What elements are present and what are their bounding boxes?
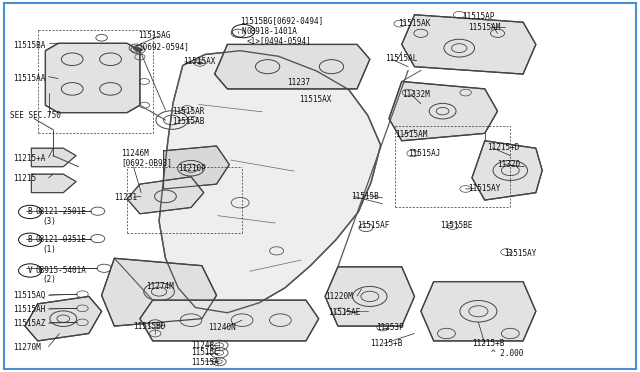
Text: 11210P: 11210P <box>178 164 206 173</box>
Polygon shape <box>31 148 76 167</box>
Polygon shape <box>472 141 542 200</box>
Polygon shape <box>159 51 381 313</box>
Text: 11215+B: 11215+B <box>370 339 402 348</box>
Text: 11515AY: 11515AY <box>468 184 500 193</box>
Text: 11515C: 11515C <box>191 348 219 357</box>
Text: B: B <box>28 208 33 217</box>
Polygon shape <box>31 174 76 193</box>
Text: 11515AM: 11515AM <box>468 23 500 32</box>
Text: 11515BE: 11515BE <box>440 221 472 230</box>
Text: 11515AX: 11515AX <box>182 57 215 66</box>
Text: 11215: 11215 <box>13 174 36 183</box>
Circle shape <box>197 61 202 64</box>
Text: 11274M: 11274M <box>147 282 174 291</box>
Text: 11515AL: 11515AL <box>385 54 417 63</box>
Text: 11515B: 11515B <box>351 192 378 201</box>
Text: SEE SEC.750: SEE SEC.750 <box>10 111 61 120</box>
Text: 11215+B: 11215+B <box>472 339 504 348</box>
Text: 11515AH: 11515AH <box>13 305 46 314</box>
Text: 0B915-5401A: 0B915-5401A <box>36 266 86 275</box>
Text: 11215+D: 11215+D <box>487 143 520 152</box>
Polygon shape <box>45 43 140 113</box>
Text: 11515AE: 11515AE <box>328 308 360 317</box>
Text: 11515AK: 11515AK <box>398 19 430 28</box>
Text: 11240N: 11240N <box>208 323 236 332</box>
Text: 11515A: 11515A <box>191 357 219 366</box>
Text: 11237: 11237 <box>287 78 310 87</box>
Text: 11515BG[0692-0494]: 11515BG[0692-0494] <box>240 17 323 26</box>
Text: 11332M: 11332M <box>402 90 429 99</box>
Polygon shape <box>325 267 415 326</box>
Text: [0692-0B93]: [0692-0B93] <box>121 158 172 167</box>
Polygon shape <box>214 44 370 89</box>
Text: 08918-1401A: 08918-1401A <box>246 26 298 36</box>
Text: 11231: 11231 <box>115 193 138 202</box>
Text: 08121-0351E: 08121-0351E <box>36 235 86 244</box>
Text: (3): (3) <box>42 217 56 226</box>
Text: 11515AY: 11515AY <box>504 249 536 258</box>
Text: N: N <box>241 26 246 36</box>
Text: <1>[0494-0594]: <1>[0494-0594] <box>246 36 311 45</box>
Text: 11515AB: 11515AB <box>172 117 204 126</box>
Text: 11515AF: 11515AF <box>357 221 389 230</box>
Text: 08121-2501E: 08121-2501E <box>36 208 86 217</box>
Text: 11220M: 11220M <box>325 292 353 301</box>
Text: 11515AG: 11515AG <box>138 31 170 41</box>
Polygon shape <box>127 177 204 214</box>
Polygon shape <box>164 146 229 189</box>
Text: (2): (2) <box>42 275 56 284</box>
Polygon shape <box>140 300 319 341</box>
Polygon shape <box>421 282 536 341</box>
Text: 11246M: 11246M <box>121 149 148 158</box>
Text: 11515BD: 11515BD <box>134 322 166 331</box>
Polygon shape <box>25 296 102 341</box>
Text: 11215+A: 11215+A <box>13 154 46 163</box>
Text: ^ 2.000: ^ 2.000 <box>491 349 524 358</box>
Text: 11515AA: 11515AA <box>13 74 46 83</box>
Polygon shape <box>102 258 216 326</box>
Text: 11515AR: 11515AR <box>172 108 204 116</box>
Text: 11515AM: 11515AM <box>396 130 428 140</box>
Text: 11320: 11320 <box>497 160 521 169</box>
Text: 11515AJ: 11515AJ <box>408 149 440 158</box>
Text: [0692-0594]: [0692-0594] <box>138 42 189 51</box>
Text: B: B <box>28 235 33 244</box>
Text: V: V <box>28 266 33 275</box>
Text: 11515BA: 11515BA <box>13 41 46 50</box>
Circle shape <box>133 46 140 50</box>
Text: 11248: 11248 <box>191 341 214 350</box>
Polygon shape <box>389 81 497 141</box>
Text: 11515AP: 11515AP <box>462 12 494 21</box>
Text: 11515AX: 11515AX <box>300 95 332 104</box>
Polygon shape <box>402 15 536 74</box>
Text: (1): (1) <box>42 244 56 253</box>
Text: 11253P: 11253P <box>376 323 404 332</box>
Text: 11515AQ: 11515AQ <box>13 291 46 300</box>
Text: 11515AZ: 11515AZ <box>13 319 46 328</box>
Text: 11270M: 11270M <box>13 343 41 352</box>
Circle shape <box>135 48 141 51</box>
